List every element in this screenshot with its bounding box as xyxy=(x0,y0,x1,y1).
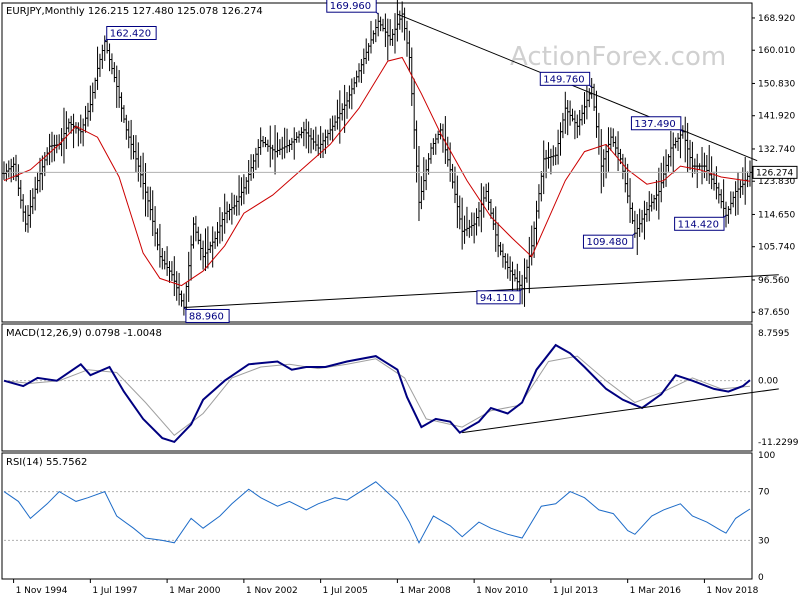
x-tick-label: 1 Jul 2005 xyxy=(323,586,368,596)
axis-layer: 168.920 160.010 150.830 141.920 132.740 123.8… xyxy=(13,14,799,596)
price-callout-box xyxy=(582,234,634,249)
macd-header: MACD(12,26,9) 0.0798 -1.0048 xyxy=(6,328,162,339)
macd-signal-line xyxy=(3,355,751,436)
price-panel xyxy=(1,2,753,323)
x-tick-label: 1 Nov 2018 xyxy=(706,586,758,596)
price-callout-box xyxy=(674,216,725,231)
macd-panel xyxy=(1,323,753,452)
last-price-label: 126.274 xyxy=(756,168,793,178)
price-callout-box xyxy=(106,25,157,40)
price-callout-label: 169.960 xyxy=(330,1,371,12)
price-callout-box xyxy=(630,116,682,131)
price-tick-label: 150.830 xyxy=(758,79,795,89)
x-tick-label: 1 Jul 2013 xyxy=(553,586,598,596)
price-header: EURJPY,Monthly 126.215 127.480 125.078 1… xyxy=(6,6,263,17)
x-tick-label: 1 Mar 2016 xyxy=(630,586,682,596)
price-tick-label: 123.830 xyxy=(758,177,795,187)
price-tick-label: 141.920 xyxy=(758,112,795,122)
price-callout: 137.490 xyxy=(630,116,684,133)
watermark-text: ActionForex.com xyxy=(510,42,726,72)
price-callout-label: 162.420 xyxy=(110,28,151,39)
price-callout: 88.960 xyxy=(183,307,230,323)
price-tick-label: 168.920 xyxy=(758,14,795,24)
x-tick-label: 1 Jul 1997 xyxy=(92,586,137,596)
price-tick-label: 87.650 xyxy=(758,308,790,318)
price-callout-box xyxy=(539,71,591,86)
price-callout-label: 137.490 xyxy=(634,119,675,130)
x-tick-label: 1 Nov 2002 xyxy=(246,586,298,596)
rsi-panel xyxy=(1,452,753,580)
rsi-tick-label: 70 xyxy=(758,488,770,498)
price-callout-label: 149.760 xyxy=(543,74,584,85)
price-callout-box xyxy=(185,308,230,323)
moving-average-line xyxy=(3,56,751,287)
rsi-tick-label: 100 xyxy=(758,451,775,461)
macd-tick-label: -11.2299 xyxy=(758,438,799,448)
macd-tick-label: 8.7595 xyxy=(758,329,790,339)
price-callout-label: 88.960 xyxy=(189,311,224,322)
ohlc-bar xyxy=(748,160,752,187)
price-callout: 114.420 xyxy=(674,214,727,231)
price-callout-label: 114.420 xyxy=(678,219,719,230)
price-layer: 162.420 169.960 149.760 137.490 88.960 94.110… xyxy=(2,0,779,323)
macd-tick-label: 0.00 xyxy=(758,377,778,387)
price-tick-label: 105.740 xyxy=(758,243,795,253)
price-callout: 94.110 xyxy=(476,288,523,305)
price-callout: 109.480 xyxy=(582,232,636,249)
last-price-box xyxy=(752,165,798,179)
rsi-line xyxy=(3,481,751,544)
price-trendline xyxy=(397,13,758,162)
x-tick-label: 1 Mar 2000 xyxy=(169,586,221,596)
x-tick-label: 1 Nov 1994 xyxy=(16,586,68,596)
price-callout-box xyxy=(326,0,377,13)
price-callout-box xyxy=(476,290,521,305)
x-tick-label: 1 Nov 2010 xyxy=(476,586,528,596)
macd-line xyxy=(3,343,751,444)
ohlc-bars xyxy=(2,0,752,316)
rsi-tick-label: 30 xyxy=(758,536,770,546)
rsi-tick-label: 0 xyxy=(758,573,764,583)
x-tick-label: 1 Mar 2008 xyxy=(399,586,451,596)
macd-layer xyxy=(3,343,779,444)
price-callout-label: 94.110 xyxy=(480,293,515,304)
price-callout: 162.420 xyxy=(104,25,157,42)
macd-trendline xyxy=(462,388,779,434)
rsi-header: RSI(14) 55.7562 xyxy=(6,457,87,468)
price-tick-label: 96.560 xyxy=(758,276,790,286)
price-callout: 169.960 xyxy=(326,0,379,15)
price-callout-label: 109.480 xyxy=(586,237,627,248)
price-tick-label: 114.650 xyxy=(758,210,795,220)
rsi-layer xyxy=(3,481,751,544)
price-tick-label: 132.740 xyxy=(758,145,795,155)
price-tick-label: 160.010 xyxy=(758,46,795,56)
price-callout: 149.760 xyxy=(539,71,593,88)
